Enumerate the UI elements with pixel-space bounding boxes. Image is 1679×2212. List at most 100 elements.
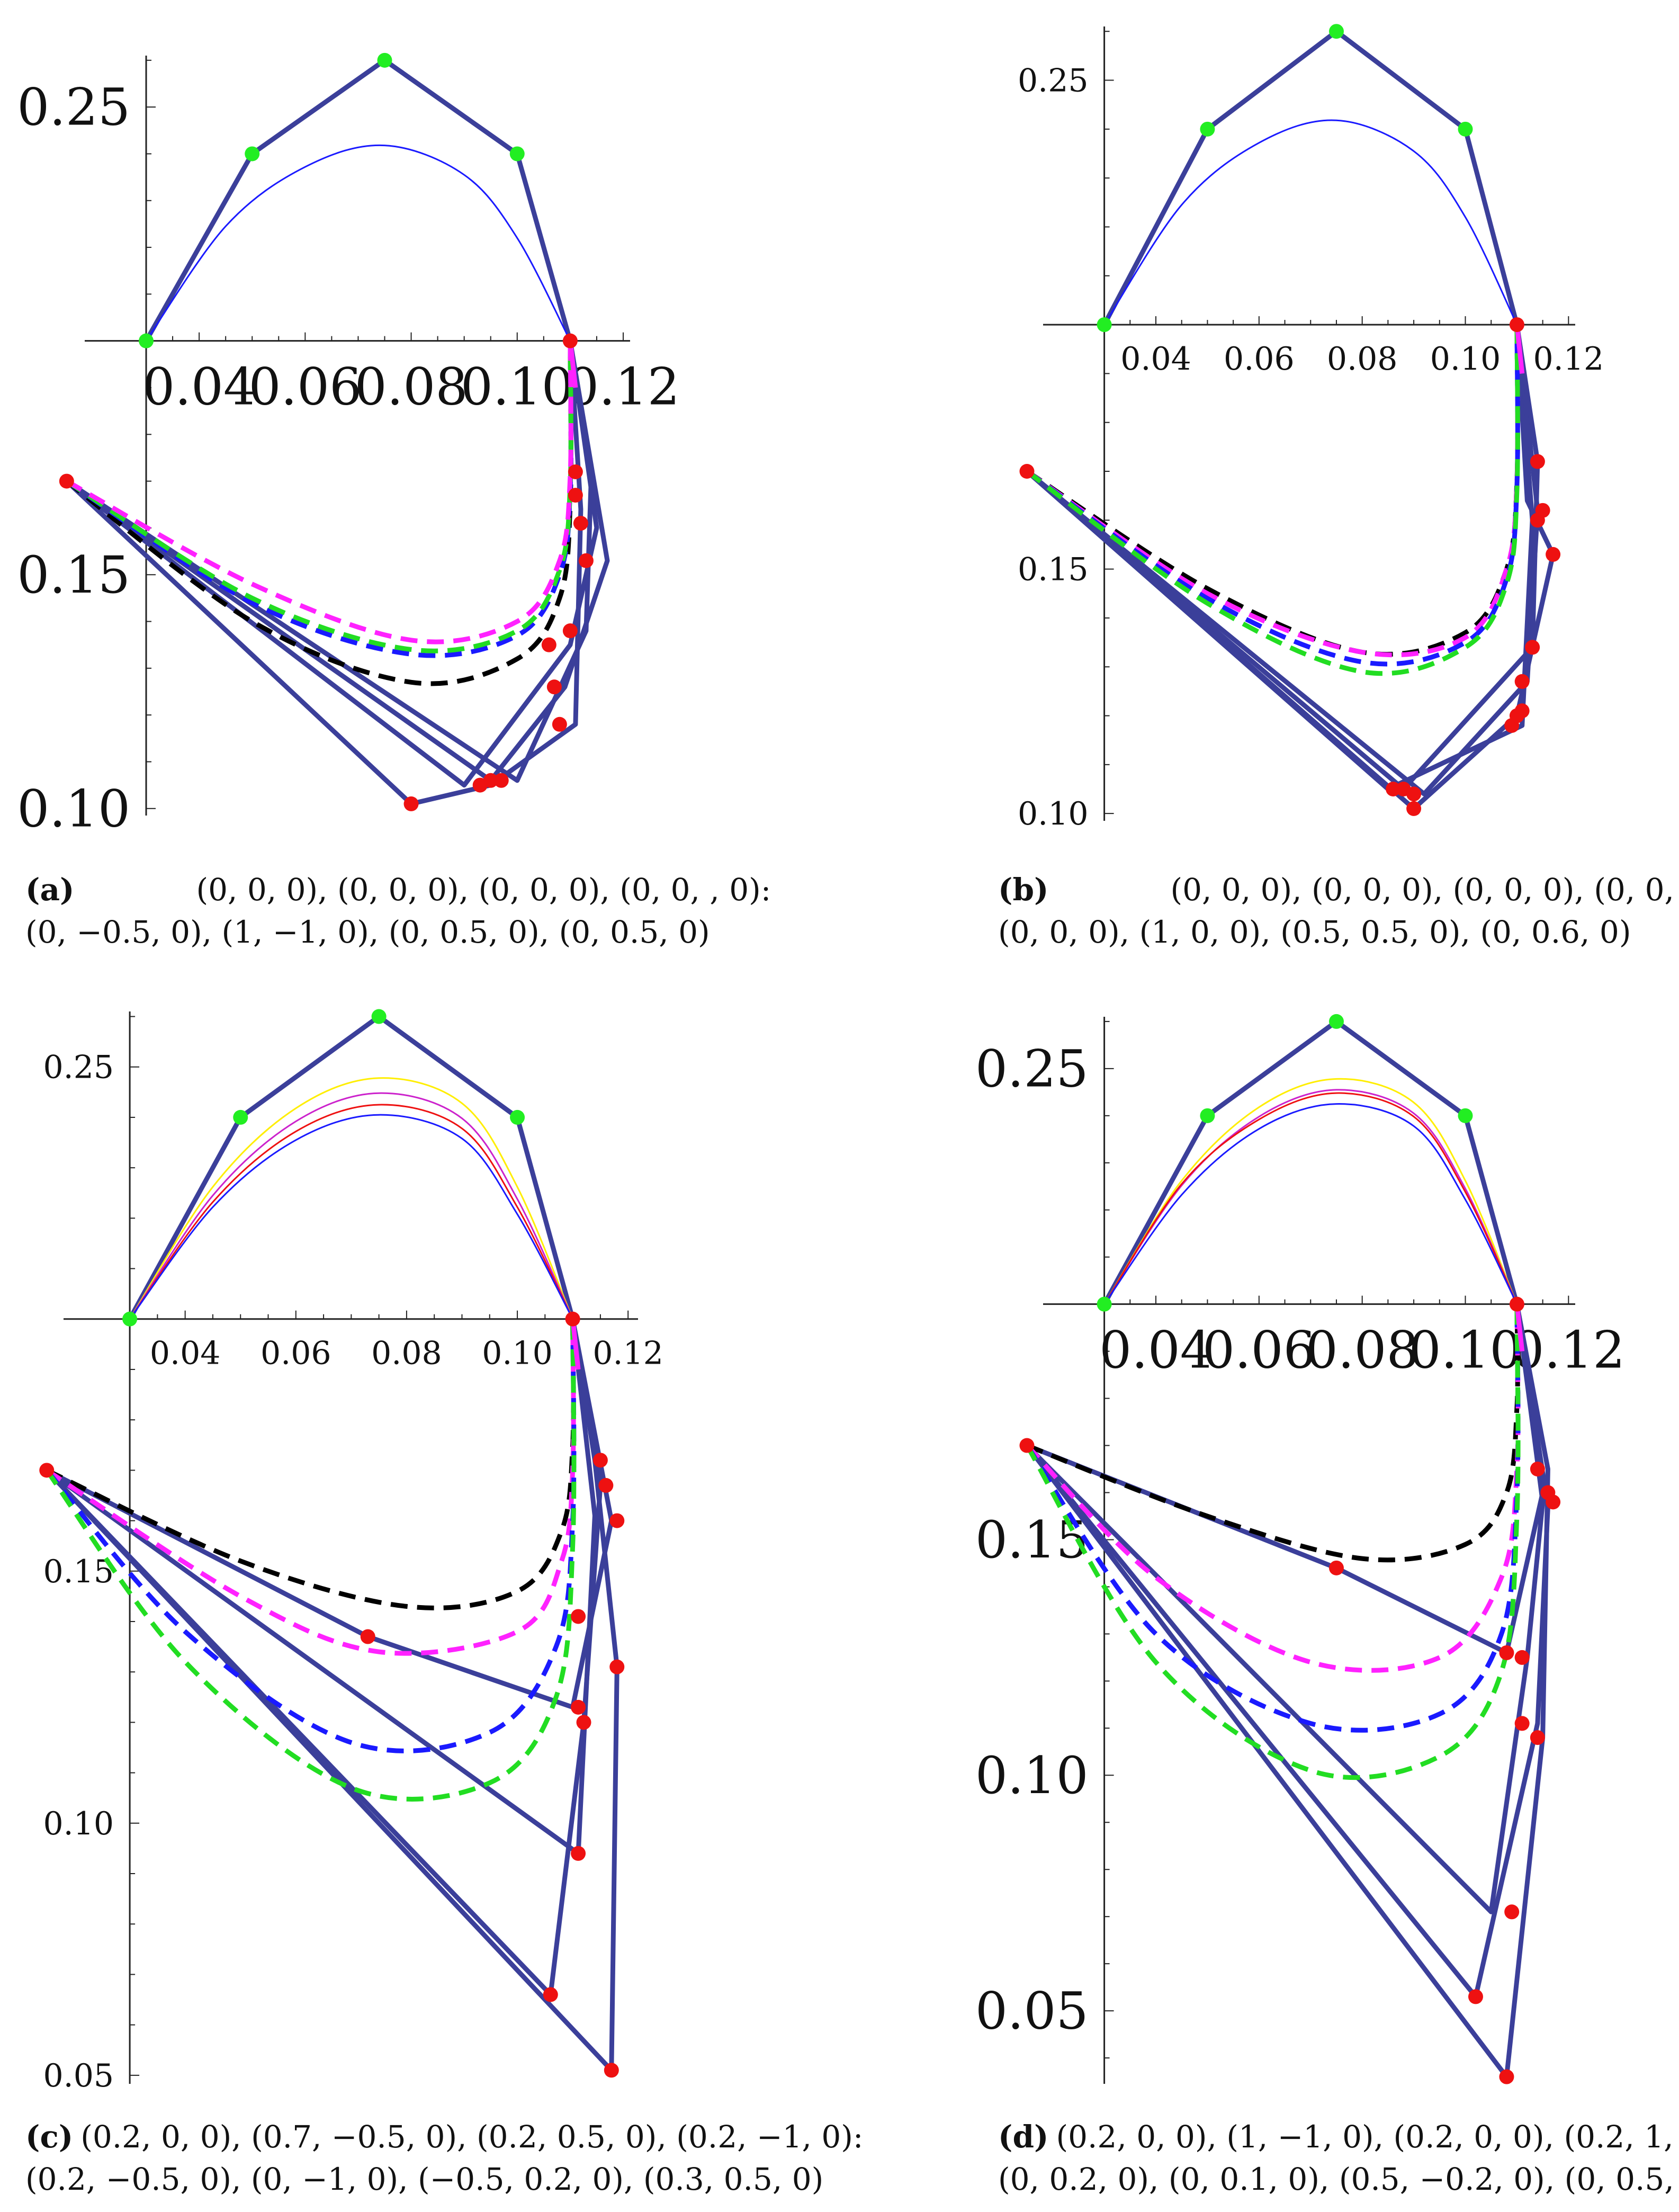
y-tick-label: 0.15 [43, 1553, 114, 1590]
red-control-point [1514, 674, 1530, 689]
x-tick-label: 0.06 [248, 357, 362, 417]
y-tick-label: 0.10 [975, 1746, 1089, 1805]
x-tick-label: 0.10 [461, 357, 574, 417]
red-control-point [493, 773, 509, 788]
x-tick-label: 0.08 [355, 357, 468, 417]
x-tick-label: 0.04 [1099, 1321, 1213, 1380]
dashed-curve [1025, 1304, 1521, 1780]
caption-b-line2: (0, 0, 0), (1, 0, 0), (0.5, 0.5, 0), (0,… [998, 914, 1631, 950]
red-control-point [546, 679, 562, 695]
red-control-point [1535, 503, 1550, 518]
red-control-point [562, 623, 578, 639]
panel-a: 0.04 0.06 0.08 0.10 0.12 0.10 0.15 0.25 [0, 0, 839, 858]
green-control-point [245, 146, 260, 162]
y-tick-label: 0.25 [1018, 62, 1089, 100]
chart-c: 0.04 0.06 0.08 0.10 0.12 0.05 0.10 0.15 0.25 [39, 1009, 663, 2094]
red-control-point [568, 488, 583, 503]
y-tick-label: 0.10 [1018, 795, 1089, 832]
green-control-point [1458, 121, 1473, 137]
green-control-point [1097, 317, 1112, 333]
red-control-point [552, 717, 567, 732]
red-control-point [1504, 1904, 1520, 1920]
panel-c: 0.04 0.06 0.08 0.10 0.12 0.05 0.10 0.15 0.25 [0, 985, 839, 2108]
x-tick-label: 0.08 [1327, 341, 1398, 378]
y-tick-label: 0.15 [17, 545, 130, 605]
red-control-point [576, 1715, 591, 1730]
red-control-point [592, 1453, 608, 1468]
control-polygon-lower [1025, 322, 1535, 792]
red-control-point [571, 1846, 586, 1861]
dashed-curve [65, 341, 573, 686]
caption-d-letter: (d) [998, 2119, 1049, 2155]
solid-curve [1103, 1078, 1518, 1305]
red-control-point [1019, 464, 1035, 479]
red-control-point [571, 1609, 586, 1624]
chart-a: 0.040.060.080.100.120.100.150.25 [17, 52, 680, 838]
x-tick-label: 0.12 [1533, 341, 1604, 378]
red-control-point [1499, 2069, 1514, 2084]
dashed-curve [1026, 1304, 1520, 1563]
red-control-point [1509, 317, 1524, 333]
green-control-point [1200, 1108, 1215, 1123]
red-control-point [1406, 801, 1422, 816]
y-tick-label: 0.10 [17, 779, 130, 838]
y-tick-label: 0.15 [1018, 551, 1089, 588]
solid-curve [1103, 1089, 1518, 1305]
x-tick-label: 0.04 [150, 1335, 221, 1372]
x-tick-label: 0.08 [1306, 1321, 1419, 1380]
green-control-point [122, 1311, 138, 1327]
dashed-curve [1025, 325, 1520, 667]
control-polygon-lower [64, 338, 599, 788]
chart-b: 0.04 0.06 0.08 0.10 0.12 0.10 0.15 0.25 [1018, 24, 1604, 832]
red-control-point [1525, 640, 1540, 655]
red-control-point [1514, 1716, 1530, 1731]
y-tick-label: 0.25 [17, 78, 130, 137]
caption-d-line1: (0.2, 0, 0), (1, −1, 0), (0.2, 0, 0), (0… [1056, 2119, 1679, 2155]
red-control-point [573, 516, 588, 531]
red-control-point [1019, 1438, 1035, 1453]
solid-curve [1103, 1103, 1518, 1305]
solid-curve [1103, 1092, 1518, 1305]
red-control-point [1386, 782, 1401, 796]
caption-a: (a) (0, 0, 0), (0, 0, 0), (0, 0, 0), (0, … [25, 868, 771, 953]
y-tick-label: 0.25 [975, 1039, 1089, 1098]
red-control-point [1509, 1296, 1524, 1312]
red-control-point [571, 1699, 586, 1715]
red-control-point [578, 553, 594, 568]
solid-curve [129, 1114, 573, 1320]
red-control-point [1406, 786, 1422, 802]
x-tick-label: 0.12 [567, 357, 680, 417]
control-polygon-upper [1102, 1019, 1520, 1307]
green-control-point [509, 146, 525, 162]
red-control-point [360, 1629, 375, 1644]
red-control-point [403, 796, 419, 811]
chart-d: 0.040.060.080.100.120.050.100.150.25 [975, 1014, 1625, 2084]
red-control-point [1530, 1730, 1545, 1745]
red-control-point [568, 464, 583, 479]
x-tick-label: 0.06 [1202, 1321, 1316, 1380]
x-tick-label: 0.10 [482, 1335, 553, 1372]
green-control-point [1097, 1296, 1112, 1312]
green-control-point [377, 52, 392, 68]
caption-b-letter: (b) [998, 872, 1049, 908]
solid-curve [145, 144, 571, 342]
red-control-point [541, 637, 556, 652]
green-control-point [139, 333, 154, 348]
control-polygon-upper [127, 1014, 576, 1322]
x-tick-label: 0.10 [1430, 341, 1501, 378]
panel-d: 0.04 0.06 0.08 0.10 0.12 0.05 0.10 0.15 0.25 [839, 985, 1679, 2108]
red-control-point [1468, 1989, 1483, 2004]
junction-segment [1514, 1304, 1525, 1352]
x-tick-label: 0.04 [1120, 341, 1191, 378]
caption-d: (d) (0.2, 0, 0), (1, −1, 0), (0.2, 0, 0),… [998, 2116, 1679, 2200]
green-control-point [1200, 121, 1215, 137]
red-control-point [609, 1513, 625, 1528]
caption-b: (b) (0, 0, 0), (0, 0, 0), (0, 0, 0), (0, … [998, 868, 1679, 953]
red-control-point [1328, 1560, 1344, 1575]
solid-curve [129, 1077, 573, 1320]
red-control-point [604, 2063, 619, 2078]
caption-c: (c) (0.2, 0, 0), (0.7, −0.5, 0), (0.2, 0.… [25, 2116, 863, 2200]
red-control-point [1546, 1494, 1561, 1510]
green-control-point [371, 1009, 387, 1024]
solid-curve [1103, 119, 1518, 325]
